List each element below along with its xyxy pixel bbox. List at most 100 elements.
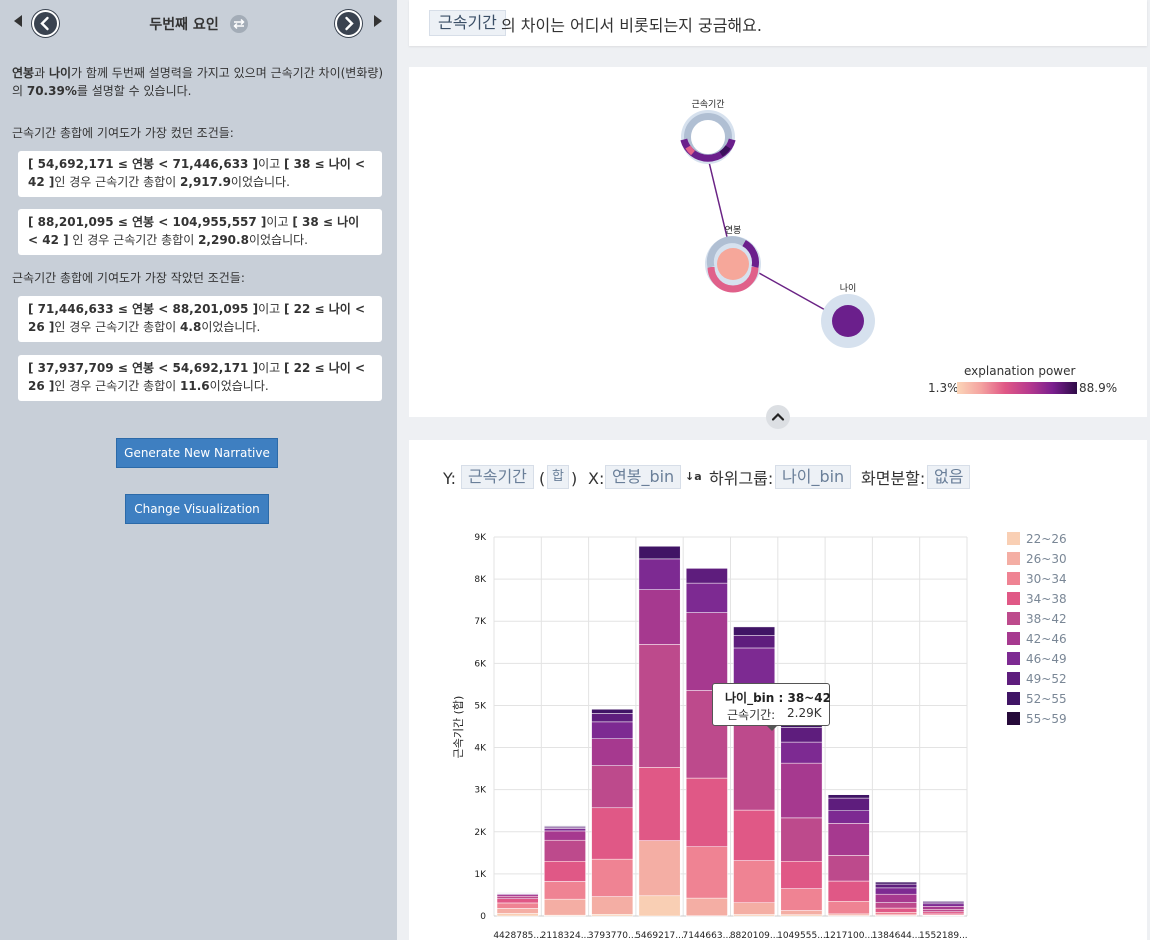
- bar-segment: [827, 823, 870, 856]
- y-label: Y:: [443, 469, 457, 488]
- legend-label: 30~34: [1026, 572, 1067, 586]
- bar-segment: [591, 914, 634, 917]
- bar-segment: [638, 644, 681, 768]
- bar-segment: [496, 898, 539, 904]
- bar-segment: [591, 765, 634, 809]
- legend-label: 49~52: [1026, 672, 1067, 686]
- factor-graph: 근속기간 연봉 나이: [680, 99, 875, 348]
- factor-graph-panel: 근속기간 연봉 나이 explanation power 1.3% 88.9%: [409, 67, 1147, 417]
- graph-edge: [708, 161, 728, 238]
- bar-segment: [544, 839, 586, 862]
- subgroup-chip[interactable]: 나이_bin: [775, 465, 852, 489]
- bar-segment: [591, 896, 634, 915]
- graph-node-label: 근속기간: [691, 99, 724, 110]
- bar-segment: [638, 558, 681, 590]
- paren-open: (: [539, 469, 546, 488]
- condition-range2: [ 38 ≤ 나이 < 42 ]: [28, 215, 360, 247]
- bar-segment: [875, 893, 917, 903]
- bar-segment: [733, 626, 776, 636]
- legend-swatch: [1007, 532, 1020, 545]
- y-variable-chip[interactable]: 근속기간: [461, 465, 534, 489]
- legend-label: 52~55: [1026, 692, 1067, 706]
- x-tick-label: 4428785...: [493, 931, 542, 940]
- factor-navigation: 두번째 요인: [0, 0, 397, 46]
- y-tick-label: 5K: [474, 701, 487, 711]
- bar-segment: [591, 807, 634, 860]
- summary-text2: 를 설명할 수 있습니다.: [76, 84, 192, 98]
- condition-pre: 인 경우 근속기간 총합이: [54, 320, 181, 334]
- bar-segment: [780, 741, 823, 764]
- generate-narrative-button[interactable]: Generate New Narrative: [116, 438, 278, 468]
- condition-value: 2,290.8: [198, 233, 249, 247]
- legend-label: 46~49: [1026, 652, 1067, 666]
- bar-segment: [685, 568, 728, 584]
- x-tick-label: 1384644...: [872, 931, 921, 940]
- next-arrow-icon[interactable]: [374, 15, 382, 27]
- condition-value: 2,917.9: [180, 175, 231, 189]
- bar-segment: [827, 913, 870, 916]
- bar-segment: [544, 830, 586, 841]
- legend-swatch: [1007, 612, 1020, 625]
- condition-range: [ 37,937,709 ≤ 연봉 < 54,692,171 ]: [28, 361, 259, 375]
- bar-segment: [875, 883, 917, 889]
- split-label: 화면분할:: [861, 469, 926, 488]
- graph-node-age[interactable]: 나이: [821, 283, 875, 348]
- question-text: 의 차이는 어디서 비롯되는지 궁금해요.: [501, 16, 762, 35]
- legend-swatch: [1007, 692, 1020, 705]
- condition-value: 4.8: [180, 320, 202, 334]
- condition-mid: 이고: [266, 215, 293, 229]
- legend-swatch: [1007, 592, 1020, 605]
- swap-icon[interactable]: [229, 15, 248, 33]
- bar-segment: [780, 727, 823, 743]
- sort-icon[interactable]: ↓a: [685, 470, 702, 483]
- bar-segment: [496, 902, 539, 909]
- legend-label: 55~59: [1026, 712, 1067, 726]
- legend-swatch: [1007, 652, 1020, 665]
- bar-segment: [685, 897, 728, 917]
- legend-label: 38~42: [1026, 612, 1067, 626]
- x-tick-label: 1552189...: [919, 931, 968, 940]
- graph-node-tenure[interactable]: 근속기간: [680, 99, 736, 164]
- bar-segment: [496, 894, 539, 897]
- condition-post: 이었습니다.: [230, 175, 290, 189]
- legend-swatch: [1007, 552, 1020, 565]
- prev-arrow-icon[interactable]: [14, 15, 22, 27]
- graph-edge: [758, 272, 828, 312]
- tooltip-value: 2.29K: [787, 706, 822, 720]
- target-variable-chip[interactable]: 근속기간: [429, 10, 506, 36]
- bar-segment: [496, 895, 539, 899]
- bar-segment: [827, 880, 870, 902]
- x-variable-chip[interactable]: 연봉_bin: [605, 465, 682, 489]
- condition-pre: 인 경우 근속기간 총합이: [54, 175, 181, 189]
- y-tick-label: 9K: [474, 533, 487, 543]
- prev-factor-button[interactable]: [32, 10, 59, 37]
- chevron-left-icon: [40, 16, 49, 31]
- bar-segment: [591, 738, 634, 766]
- explanation-legend-title: explanation power: [964, 364, 1076, 378]
- explanation-color-bar: [957, 382, 1077, 394]
- top-condition-card: [ 54,692,171 ≤ 연봉 < 71,446,633 ]이고 [ 38 …: [18, 151, 382, 197]
- x-tick-label: 3793770...: [588, 931, 637, 940]
- question-bar: 근속기간 의 차이는 어디서 비롯되는지 궁금해요.: [409, 0, 1147, 46]
- graph-node-label: 나이: [840, 283, 857, 294]
- legend-label: 42~46: [1026, 632, 1067, 646]
- bar-segment: [780, 910, 823, 915]
- x-tick-label: 1049555...: [777, 931, 826, 940]
- bar-segment: [875, 912, 917, 916]
- split-chip[interactable]: 없음: [927, 465, 971, 489]
- aggregation-chip[interactable]: 합: [547, 465, 569, 489]
- bar-segment: [875, 881, 917, 885]
- x-tick-label: 8820109...: [730, 931, 779, 940]
- bar-segment: [922, 911, 965, 915]
- bar-segment: [922, 909, 965, 913]
- collapse-button[interactable]: [766, 405, 790, 429]
- next-factor-button[interactable]: [335, 10, 362, 37]
- change-visualization-button[interactable]: Change Visualization: [125, 494, 269, 524]
- summary-percent: 70.39%: [26, 84, 77, 98]
- graph-node-salary[interactable]: 연봉: [705, 225, 761, 293]
- bar-segment: [733, 635, 776, 649]
- bar-segment: [875, 907, 917, 913]
- bar-segment: [685, 582, 728, 613]
- bar-segment: [827, 855, 870, 882]
- y-tick-label: 7K: [474, 617, 487, 627]
